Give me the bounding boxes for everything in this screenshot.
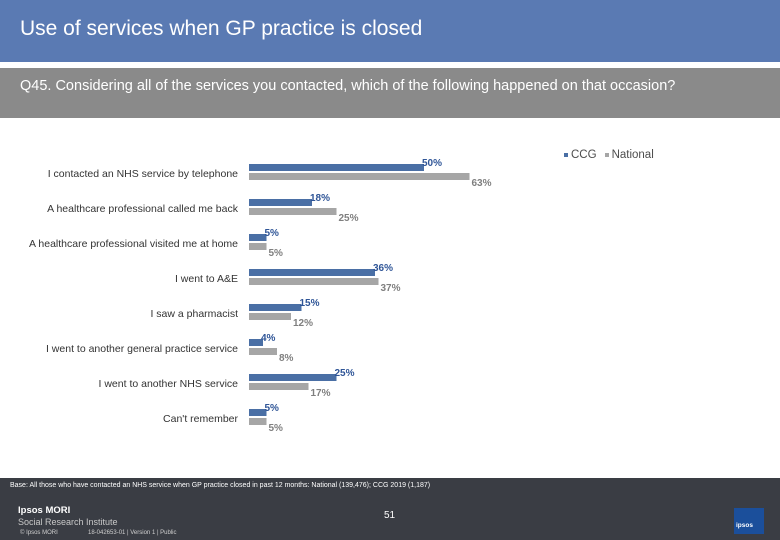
data-label-national: 12%	[293, 318, 313, 329]
legend-label-national: National	[611, 149, 654, 161]
data-label-ccg: 18%	[310, 193, 330, 204]
bar-ccg	[249, 409, 267, 416]
bar-national	[249, 418, 267, 425]
question-text: Q45. Considering all of the services you…	[20, 78, 676, 94]
data-label-ccg: 25%	[335, 368, 355, 379]
category-label: A healthcare professional called me back	[47, 203, 239, 215]
data-label-national: 17%	[311, 388, 331, 399]
category-label: I saw a pharmacist	[150, 308, 238, 320]
data-label-national: 37%	[381, 283, 401, 294]
bar-ccg	[249, 374, 337, 381]
category-label: Can't remember	[163, 413, 238, 425]
bar-national	[249, 208, 337, 215]
bar-ccg	[249, 339, 263, 346]
data-label-ccg: 50%	[422, 158, 442, 169]
bar-ccg	[249, 164, 424, 171]
data-label-national: 5%	[269, 248, 284, 259]
copyright: © Ipsos MORI	[20, 530, 58, 536]
bar-national	[249, 173, 470, 180]
bar-national	[249, 383, 309, 390]
bar-ccg	[249, 304, 302, 311]
legend-label-ccg: CCG	[571, 149, 597, 161]
data-label-national: 5%	[269, 423, 284, 434]
page-title: Use of services when GP practice is clos…	[20, 17, 423, 40]
data-label-ccg: 36%	[373, 263, 393, 274]
bar-national	[249, 278, 379, 285]
legend-swatch-ccg	[564, 153, 568, 157]
base-note: Base: All those who have contacted an NH…	[10, 482, 431, 489]
bar-ccg	[249, 234, 267, 241]
social-research-institute-label: Social Research Institute	[18, 517, 118, 527]
bar-chart: I contacted an NHS service by telephone 5…	[29, 158, 492, 434]
category-label: A healthcare professional visited me at …	[29, 238, 238, 250]
category-label: I went to A&E	[175, 273, 238, 285]
bar-ccg	[249, 199, 312, 206]
legend-swatch-national	[604, 153, 609, 157]
chart-legend: CCG National	[564, 149, 662, 161]
bar-national	[249, 313, 291, 320]
category-label: I contacted an NHS service by telephone	[48, 168, 238, 180]
bar-national	[249, 243, 267, 250]
category-label: I went to another NHS service	[99, 378, 239, 390]
bar-national	[249, 348, 277, 355]
category-label: I went to another general practice servi…	[46, 343, 238, 355]
page-number: 51	[384, 510, 396, 521]
data-label-ccg: 15%	[300, 298, 320, 309]
data-label-ccg: 4%	[261, 333, 276, 344]
data-label-ccg: 5%	[265, 228, 280, 239]
job-reference: 18-042653-01 | Version 1 | Public	[88, 530, 177, 536]
ipsos-corner-logo: ipsos	[734, 508, 764, 534]
question-bar: Q45. Considering all of the services you…	[0, 68, 780, 118]
data-label-national: 25%	[339, 213, 359, 224]
footer: Base: All those who have contacted an NH…	[0, 478, 780, 540]
data-label-national: 8%	[279, 353, 294, 364]
ipsos-corner-logo-text: ipsos	[736, 522, 753, 529]
title-bar: Use of services when GP practice is clos…	[0, 0, 780, 62]
ipsos-mori-logo: Ipsos MORI	[18, 505, 71, 516]
data-label-national: 63%	[472, 178, 492, 189]
bar-ccg	[249, 269, 375, 276]
legend-item-national: National	[604, 149, 654, 161]
legend-item-ccg: CCG	[564, 149, 597, 161]
data-label-ccg: 5%	[265, 403, 280, 414]
